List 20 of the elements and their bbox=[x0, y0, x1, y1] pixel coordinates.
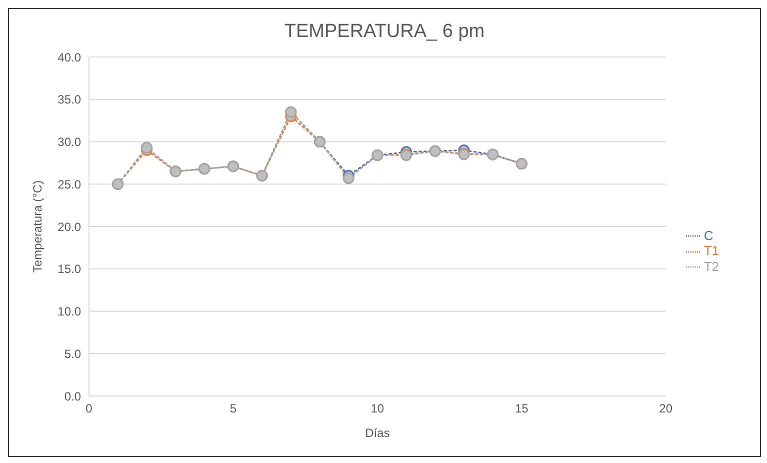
x-tick-label: 15 bbox=[514, 402, 529, 416]
y-tick-label: 5.0 bbox=[64, 346, 82, 361]
legend-label: T2 bbox=[704, 258, 719, 274]
y-tick-label: 10.0 bbox=[58, 304, 82, 319]
y-tick-label: 30.0 bbox=[58, 135, 82, 150]
x-tick-label: 0 bbox=[86, 402, 93, 416]
y-tick-label: 15.0 bbox=[58, 262, 82, 276]
legend-label: C bbox=[704, 228, 714, 243]
y-tick-label: 35.0 bbox=[58, 92, 82, 107]
x-tick-label: 20 bbox=[659, 402, 673, 416]
y-axis-title: Temperatura (°C) bbox=[30, 180, 44, 273]
y-tick-label: 40.0 bbox=[58, 50, 82, 64]
x-tick-label: 5 bbox=[230, 402, 237, 416]
legend-label: T1 bbox=[704, 243, 719, 258]
x-axis-title: Días bbox=[365, 426, 390, 440]
chart-title: TEMPERATURA_ 6 pm bbox=[283, 20, 486, 44]
y-tick-label: 25.0 bbox=[58, 177, 82, 192]
y-tick-label: 20.0 bbox=[58, 220, 82, 234]
y-tick-label: 0.0 bbox=[64, 389, 82, 404]
x-tick-label: 10 bbox=[370, 402, 384, 416]
